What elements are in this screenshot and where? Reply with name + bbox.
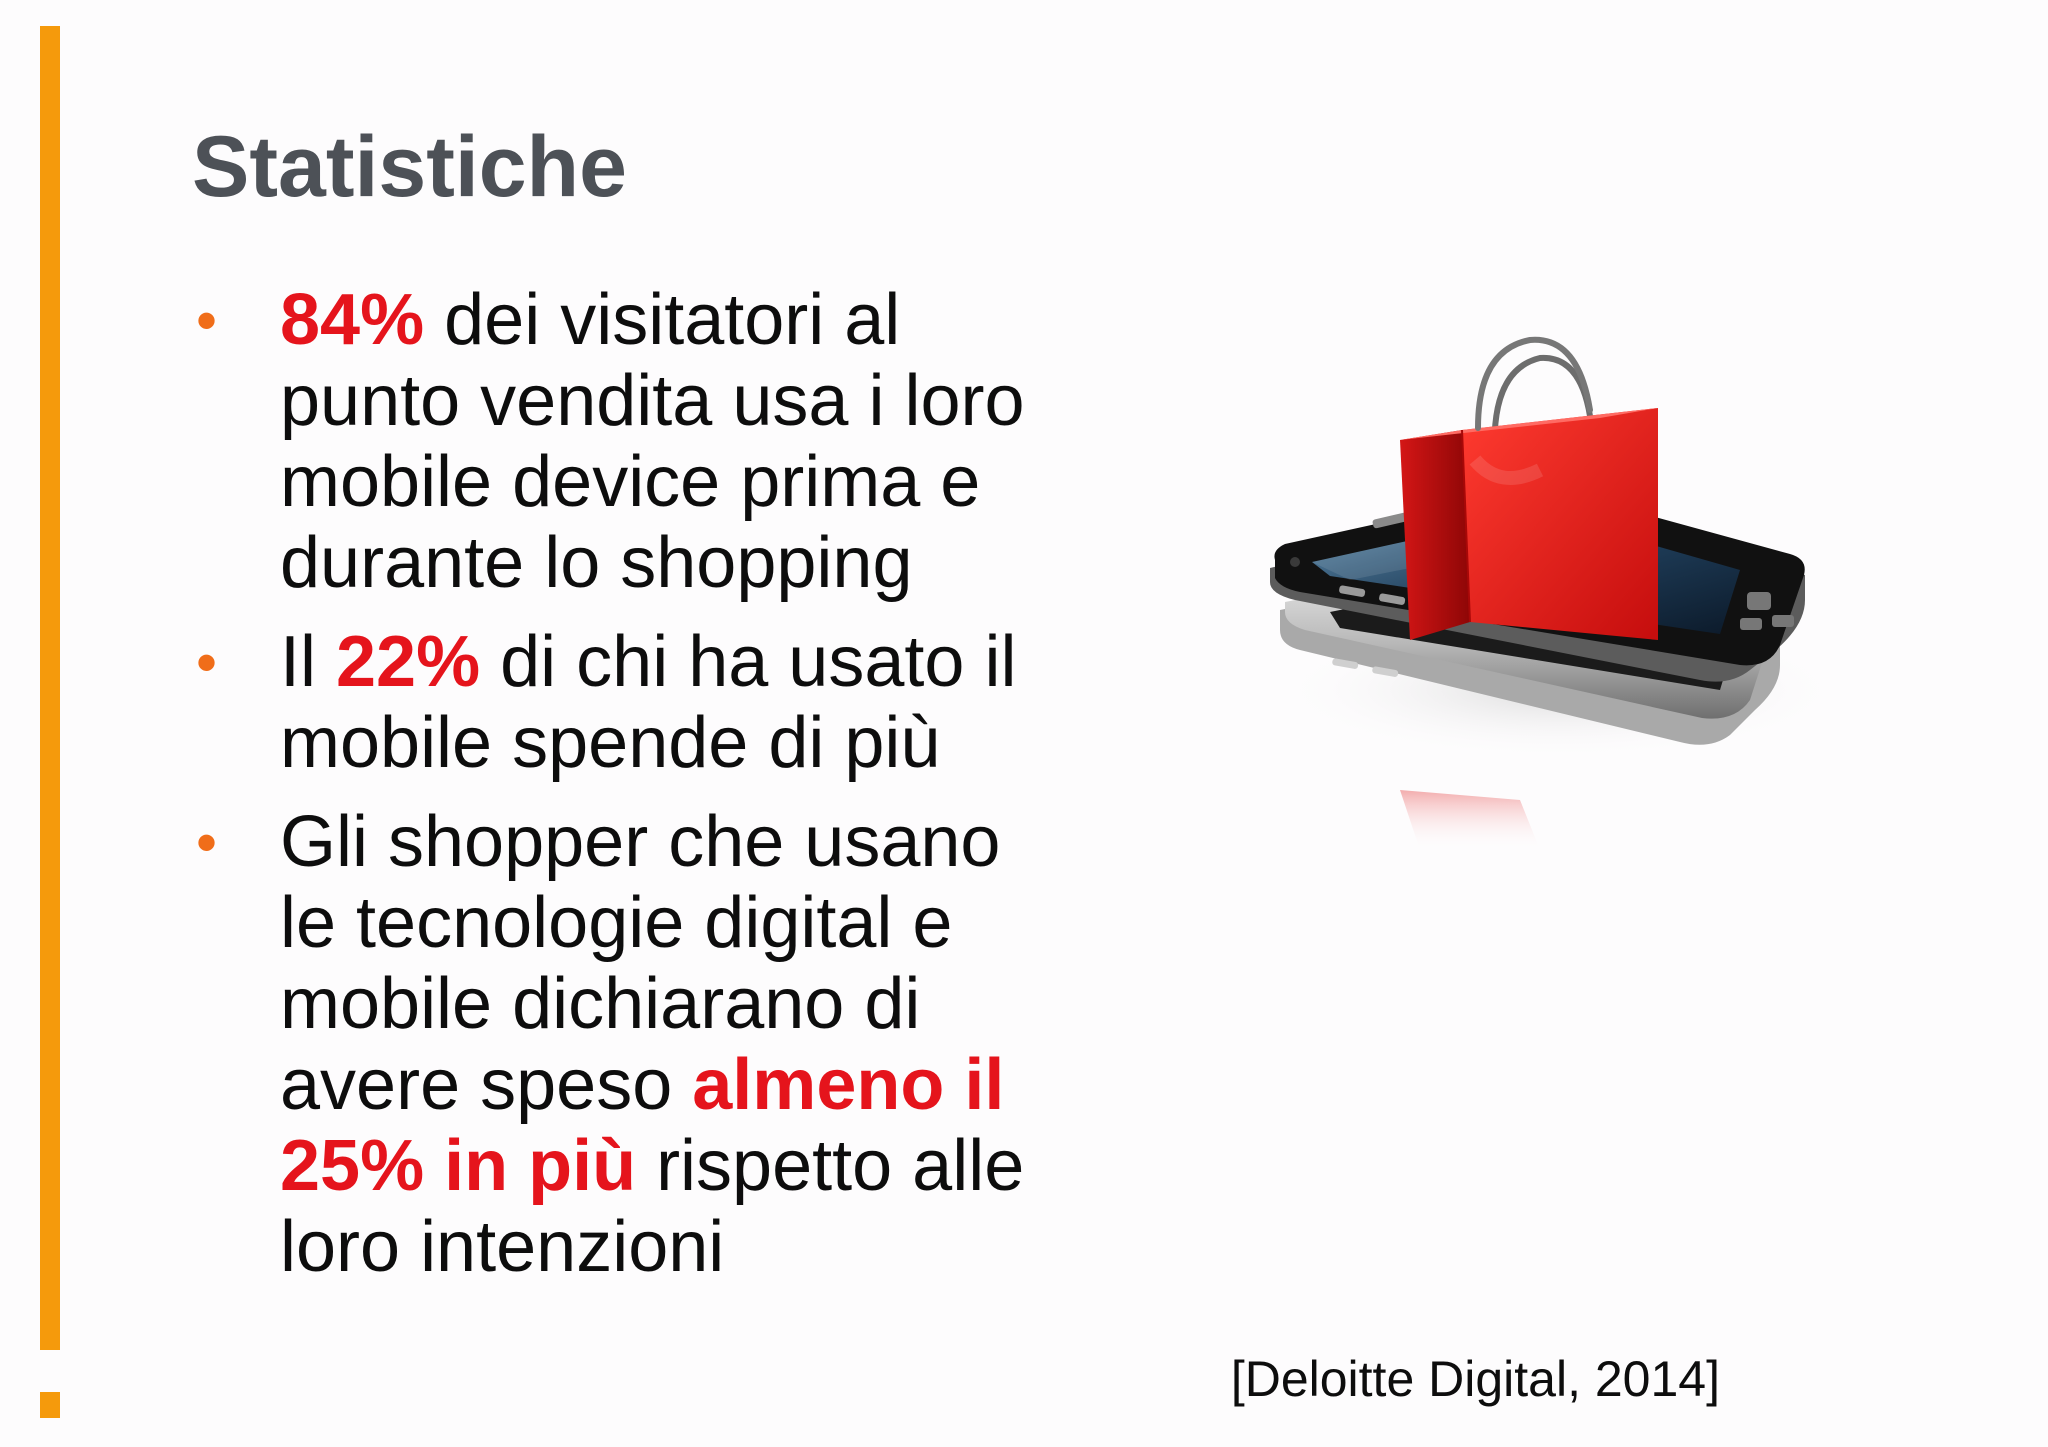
bullet-text: di chi ha usato il mobile spende di più: [280, 622, 1017, 783]
bullet-item: • Gli shopper che usano le tecnologie di…: [192, 802, 1072, 1288]
bullet-item: • 84% dei visitatori al punto vendita us…: [192, 280, 1072, 604]
accent-square: [40, 1392, 60, 1418]
highlight-text: 22%: [336, 622, 481, 702]
smartphone-shopping-bag-icon: [1270, 336, 1850, 850]
bullet-text: rispetto alle loro intenzioni: [280, 1126, 1025, 1287]
bullet-item: • Il 22% di chi ha usato il mobile spend…: [192, 622, 1072, 784]
accent-bar: [40, 26, 60, 1350]
bullet-icon: •: [196, 629, 218, 696]
highlight-text: almeno il 25% in più: [280, 1045, 1005, 1206]
bullet-text: dei visitatori al punto vendita usa i lo…: [280, 280, 1025, 603]
slide-title: Statistiche: [192, 119, 627, 215]
bullet-text: Il: [280, 622, 337, 702]
bullet-icon: •: [196, 287, 218, 354]
bullet-icon: •: [196, 809, 218, 876]
bullet-text: Gli shopper che usano le tecnologie digi…: [280, 802, 1001, 1125]
citation: [Deloitte Digital, 2014]: [1230, 1351, 1720, 1407]
bullet-list: • 84% dei visitatori al punto vendita us…: [192, 280, 1072, 1306]
highlight-text: 84%: [280, 280, 425, 360]
